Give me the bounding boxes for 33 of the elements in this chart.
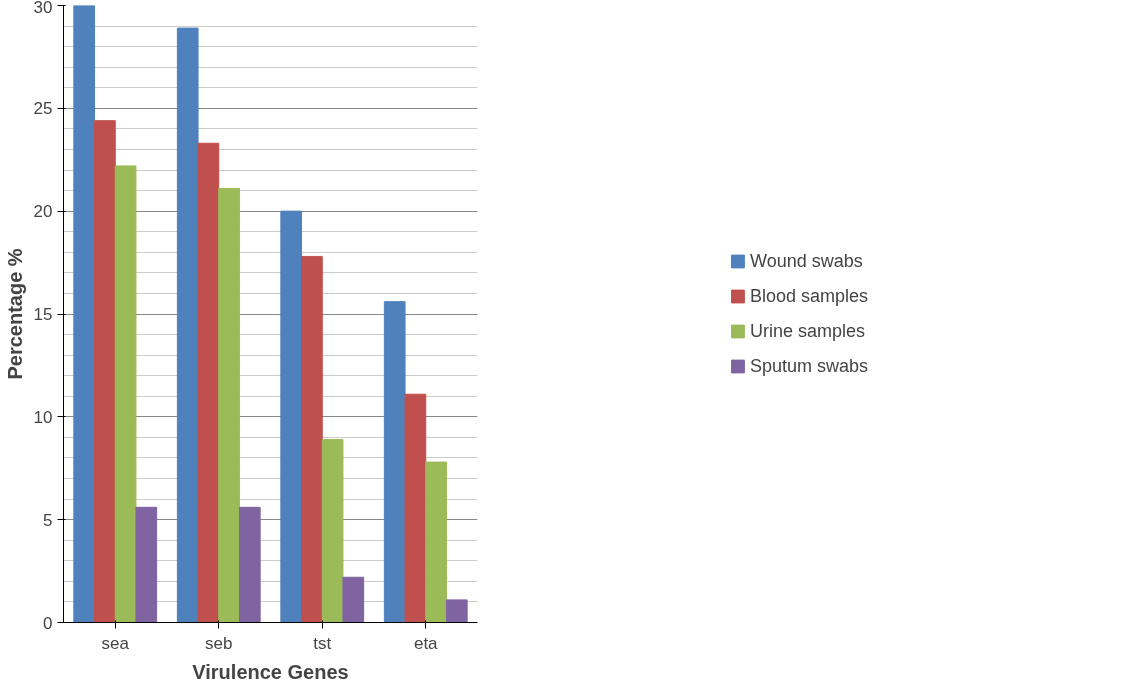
bar [73,5,96,623]
y-tick-label: 30 [33,0,53,17]
y-tick-label: 20 [33,202,53,222]
y-axis-title: Percentage % [3,248,26,380]
legend-label: Blood samples [749,285,869,307]
legend-label: Urine samples [749,320,866,342]
y-tick-label: 5 [43,510,53,530]
x-tick-label: seb [205,633,233,653]
legend-label: Sputum swabs [749,355,869,377]
y-tick-label: 25 [33,99,53,119]
bar [404,393,427,623]
bar [218,188,240,623]
bar [280,210,303,623]
x-axis-title: Virulence Genes [192,660,349,683]
bar [114,165,137,623]
bar [445,599,468,623]
bar [176,27,199,623]
y-tick-label: 0 [43,613,53,633]
bar [197,142,220,623]
bar [94,120,116,623]
bar [301,255,323,623]
y-tick-label: 15 [33,305,53,324]
x-tick-label: eta [413,633,439,653]
x-tick-label: tst [313,633,332,653]
bar [135,506,158,623]
legend-label: Wound swabs [749,250,863,272]
bar [342,576,365,623]
bar [425,461,447,623]
bar [321,438,344,623]
bar [383,301,406,623]
bar [238,506,261,623]
y-tick-label: 10 [33,407,53,427]
x-tick-label: sea [101,633,130,653]
